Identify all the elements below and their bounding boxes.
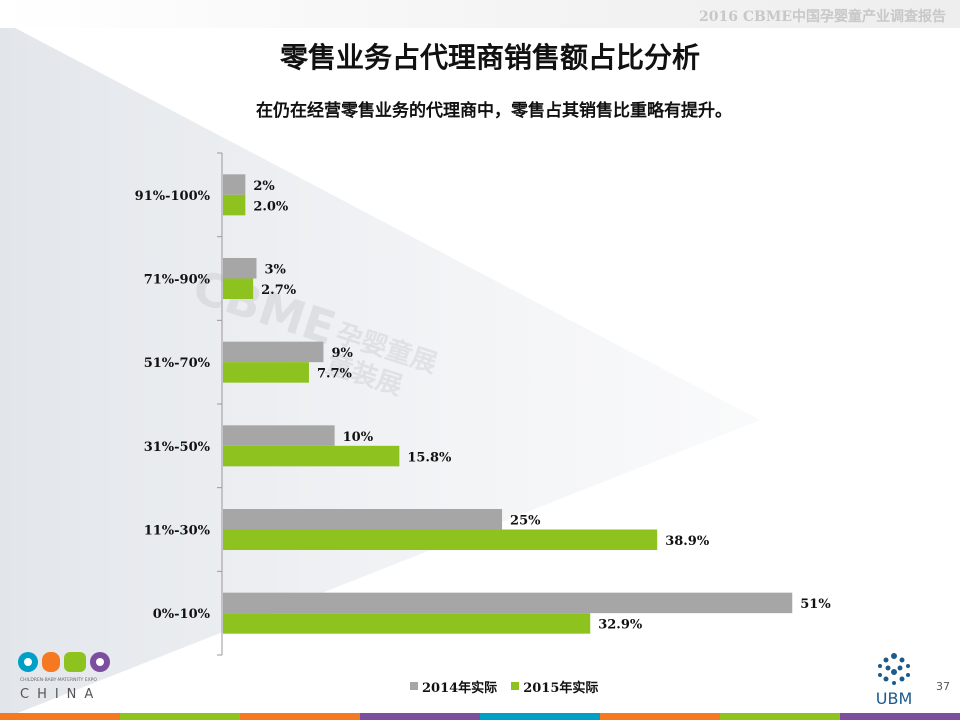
bottom-bar-segment xyxy=(360,713,480,720)
category-label: 91%-100% xyxy=(135,189,211,204)
legend-swatch-2014 xyxy=(410,682,418,690)
bar-2015 xyxy=(223,529,658,550)
data-label: 25% xyxy=(510,514,541,529)
category-label: 51%-70% xyxy=(144,356,211,371)
data-label: 2% xyxy=(253,179,275,194)
bottom-bar-segment xyxy=(720,713,840,720)
bar-2015 xyxy=(223,194,246,216)
page-number: 37 xyxy=(936,680,950,693)
legend-label-2015: 2015年实际 xyxy=(523,680,599,696)
bar-2015 xyxy=(223,613,591,634)
data-label: 9% xyxy=(331,346,353,361)
bottom-bar-segment xyxy=(240,713,360,720)
cbme-tagline: CHILDREN·BABY·MATERNITY EXPO xyxy=(20,677,97,683)
data-label: 3% xyxy=(264,263,286,278)
legend-label-2014: 2014年实际 xyxy=(422,680,498,696)
legend-item-2014: 2014年实际 xyxy=(410,677,497,696)
ubm-text: UBM xyxy=(876,689,913,708)
bar-2015 xyxy=(223,362,309,383)
category-label: 11%-30% xyxy=(144,524,211,539)
legend: 2014年实际 2015年实际 xyxy=(410,676,598,696)
data-label: 2.7% xyxy=(261,283,297,298)
bar-2014 xyxy=(223,592,793,614)
category-label: 0%-10% xyxy=(153,607,211,622)
legend-item-2015: 2015年实际 xyxy=(511,677,598,696)
bar-2015 xyxy=(223,278,254,299)
data-label: 2.0% xyxy=(253,199,289,214)
data-label: 32.9% xyxy=(598,618,643,633)
data-label: 38.9% xyxy=(665,534,710,549)
bar-2014 xyxy=(223,258,257,279)
bar-2014 xyxy=(223,341,324,363)
bar-2014 xyxy=(223,509,503,530)
bottom-bar-segment xyxy=(120,713,240,720)
data-label: 7.7% xyxy=(317,367,353,382)
bottom-bar-segment xyxy=(600,713,720,720)
bottom-bar-segment xyxy=(0,713,120,720)
cbme-logo: CHILDREN·BABY·MATERNITY EXPO CHINA xyxy=(18,652,110,702)
page-subtitle: 在仍在经营零售业务的代理商中，零售占其销售比重略有提升。 xyxy=(256,101,732,121)
bar-2014 xyxy=(223,174,246,195)
bar-2014 xyxy=(223,425,335,446)
data-label: 10% xyxy=(343,430,374,445)
ubm-logo: UBM xyxy=(876,653,913,708)
bottom-bar-segment xyxy=(840,713,960,720)
data-label: 51% xyxy=(800,597,831,612)
data-label: 15.8% xyxy=(407,450,452,465)
page-title: 零售业务占代理商销售额占比分析 xyxy=(279,41,700,74)
cbme-china: CHINA xyxy=(20,687,101,702)
category-label: 31%-50% xyxy=(144,440,211,455)
bar-2015 xyxy=(223,445,400,467)
category-label: 71%-90% xyxy=(144,273,211,288)
report-title: 2016 CBME中国孕婴童产业调查报告 xyxy=(699,9,946,25)
legend-swatch-2015 xyxy=(511,682,520,690)
header-band xyxy=(0,0,960,28)
bottom-bar-segment xyxy=(480,713,600,720)
bottom-color-bar xyxy=(0,713,960,720)
